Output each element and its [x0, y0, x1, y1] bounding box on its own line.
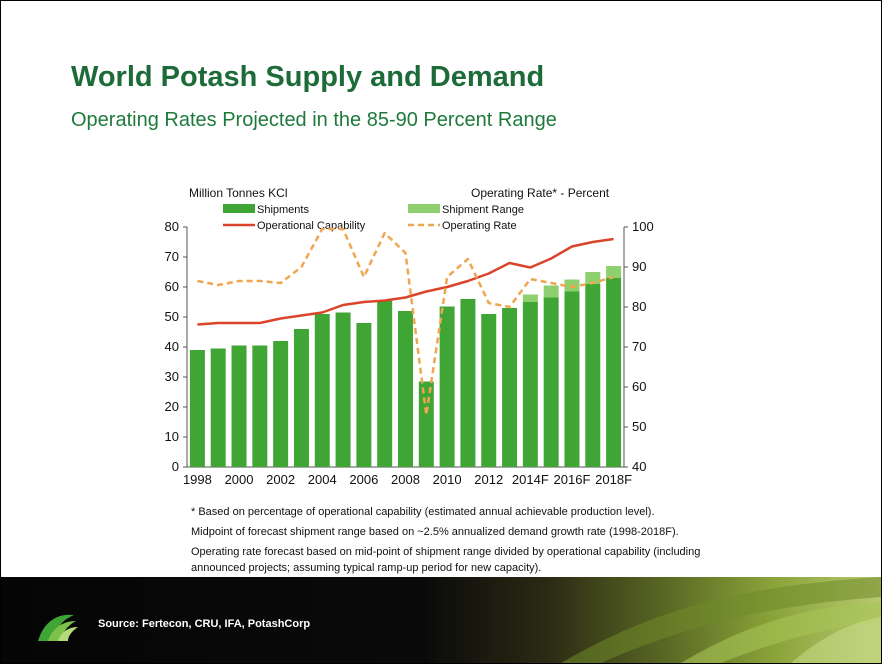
shipment-bar — [356, 323, 372, 467]
x-tick-label: 2006 — [349, 472, 378, 487]
y-tick-label-left: 20 — [165, 399, 179, 414]
y-tick-label-left: 10 — [165, 429, 179, 444]
x-tick-label: 2004 — [308, 472, 337, 487]
shipment-bar — [293, 329, 309, 467]
y-tick-label-left: 60 — [165, 279, 179, 294]
shipment-range-bar — [543, 285, 559, 298]
shipment-bar — [252, 345, 268, 467]
shipment-range-bar — [564, 279, 580, 292]
shipment-bar — [564, 291, 580, 467]
legend-label-operating-rate: Operating Rate — [442, 220, 517, 232]
shipment-bar — [189, 350, 205, 467]
y-tick-label-left: 0 — [172, 459, 179, 474]
y-tick-label-right: 70 — [632, 339, 646, 354]
x-tick-label: 2010 — [433, 472, 462, 487]
x-tick-label: 2002 — [266, 472, 295, 487]
x-tick-label: 2012 — [474, 472, 503, 487]
shipment-bar — [418, 381, 434, 467]
x-tick-label: 2014F — [512, 472, 549, 487]
y-tick-label-left: 80 — [165, 219, 179, 234]
x-tick-label: 2000 — [225, 472, 254, 487]
y-tick-label-right: 90 — [632, 259, 646, 274]
shipment-bar — [439, 306, 455, 467]
footnotes: * Based on percentage of operational cap… — [191, 504, 791, 576]
footnote-3: Operating rate forecast based on mid-poi… — [191, 546, 701, 558]
y-tick-label-right: 80 — [632, 299, 646, 314]
shipment-bar — [502, 308, 518, 467]
operational-capability-line — [197, 237, 614, 326]
shipment-bar — [606, 278, 622, 467]
leaf-background-image — [561, 577, 881, 663]
shipment-bar — [585, 284, 601, 467]
shipment-bar — [543, 297, 559, 467]
x-tick-label: 2016F — [554, 472, 591, 487]
footnote-4: announced projects; assuming typical ram… — [191, 562, 542, 574]
shipment-bar — [522, 302, 538, 467]
footnote-2: Midpoint of forecast shipment range base… — [191, 526, 679, 538]
shipment-bar — [314, 314, 330, 467]
legend-label-operational-capability: Operational Capability — [257, 220, 366, 232]
shipment-bar — [377, 300, 393, 467]
legend-swatch-shipment-range — [408, 204, 440, 213]
shipment-bar — [210, 348, 226, 467]
left-axis-title: Million Tonnes KCl — [189, 186, 288, 200]
legend-label-shipment-range: Shipment Range — [442, 204, 524, 216]
shipment-bar — [335, 312, 351, 467]
shipment-bar — [398, 311, 413, 467]
shipment-range-bar — [522, 294, 538, 302]
y-tick-label-left: 50 — [165, 309, 179, 324]
shipment-range-bar — [585, 272, 601, 284]
y-tick-label-right: 40 — [632, 459, 646, 474]
y-tick-label-right: 50 — [632, 419, 646, 434]
x-tick-label: 2008 — [391, 472, 420, 487]
shipment-bar — [231, 345, 247, 467]
legend-swatch-shipments — [223, 204, 255, 213]
slide-subtitle: Operating Rates Projected in the 85-90 P… — [71, 109, 557, 131]
potashcorp-logo-icon — [38, 614, 78, 641]
plot-area: 0 10 20 30 40 50 60 70 80 40 50 60 70 80 90 100 1998 2000… — [165, 219, 654, 487]
y-tick-label-left: 40 — [165, 339, 179, 354]
y-tick-label-left: 70 — [165, 249, 179, 264]
source-note: Source: Fertecon, CRU, IFA, PotashCorp — [98, 618, 311, 630]
legend-label-shipments: Shipments — [257, 204, 309, 216]
shipment-range-bar — [606, 266, 622, 278]
shipment-bar — [273, 341, 289, 467]
footer-bar — [1, 577, 881, 663]
potash-chart: Million Tonnes KCl Operating Rate* - Per… — [165, 186, 654, 487]
operating-rate-line — [197, 227, 614, 417]
footnote-1: * Based on percentage of operational cap… — [191, 506, 655, 518]
slide-title: World Potash Supply and Demand — [71, 61, 545, 93]
y-tick-label-left: 30 — [165, 369, 179, 384]
x-tick-label: 1998 — [183, 472, 212, 487]
y-tick-label-right: 60 — [632, 379, 646, 394]
shipment-bar — [460, 299, 476, 467]
x-tick-label: 2018F — [595, 472, 632, 487]
shipment-bar — [481, 314, 497, 467]
right-axis-title: Operating Rate* - Percent — [471, 186, 610, 200]
y-tick-label-right: 100 — [632, 219, 654, 234]
